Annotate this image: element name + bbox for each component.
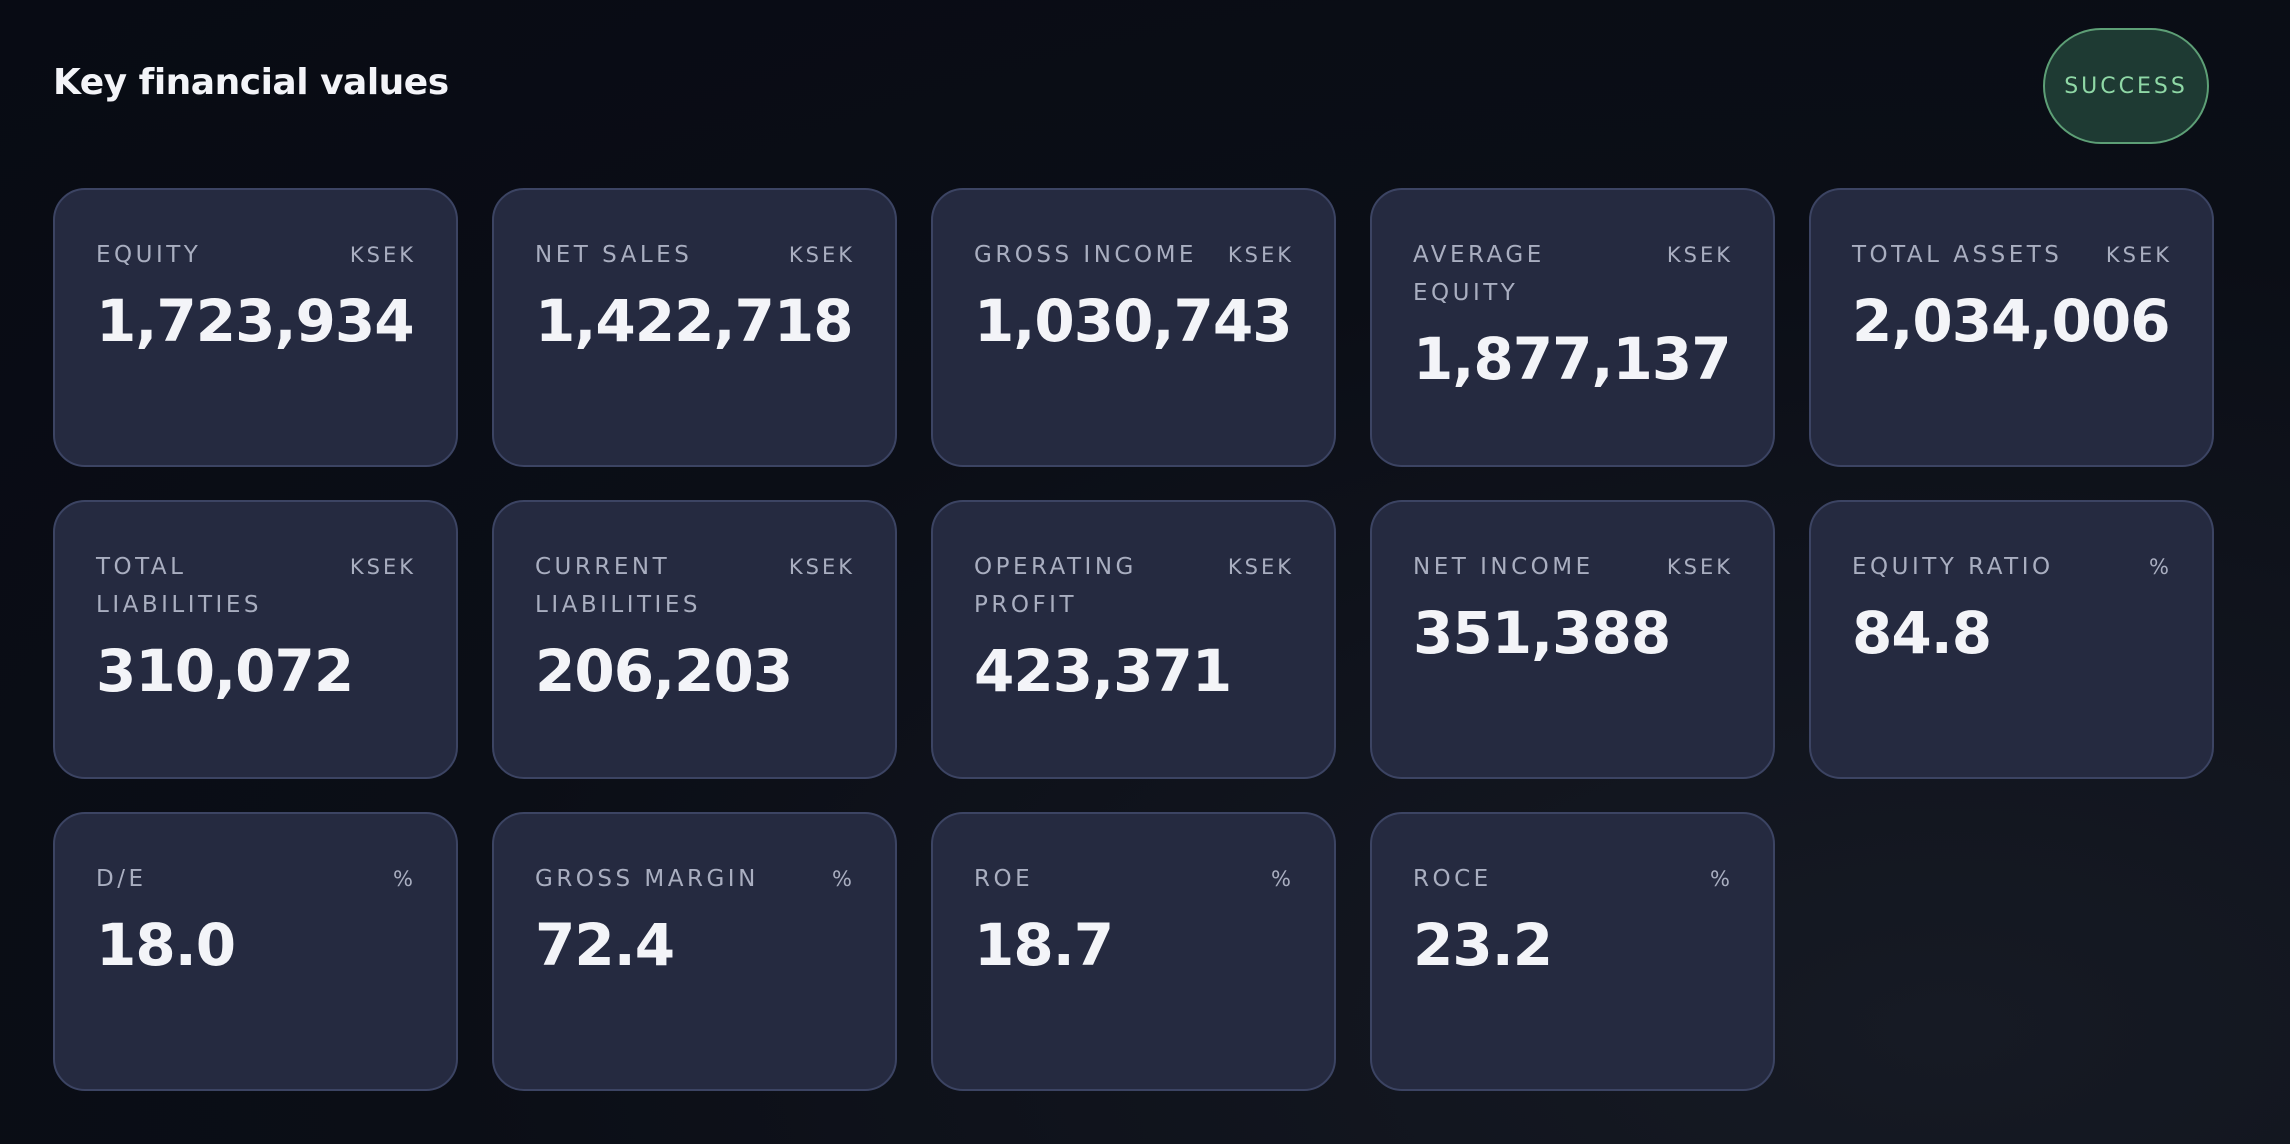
metric-label: NET INCOME	[1413, 554, 1594, 580]
metric-card: ROE% 18.7	[931, 812, 1336, 1091]
metric-unit: KSEK	[788, 555, 855, 579]
metric-card: EQUITY RATIO% 84.8	[1809, 500, 2214, 779]
metric-unit: KSEK	[349, 555, 416, 579]
metric-label: EQUITY	[96, 242, 202, 268]
card-header: TOTAL ASSETS KSEK	[1852, 236, 2172, 274]
metric-card: OPERATING PROFIT KSEK 423,371	[931, 500, 1336, 779]
metric-card: TOTAL LIABILITIES KSEK 310,072	[53, 500, 458, 779]
metric-value: 1,723,934	[96, 287, 415, 355]
metric-unit: %	[1271, 867, 1294, 891]
card-header: D/E%	[96, 860, 416, 898]
card-header: GROSS INCOME KSEK	[974, 236, 1294, 274]
metric-card: TOTAL ASSETS KSEK 2,034,006	[1809, 188, 2214, 467]
card-header: EQUITY KSEK	[96, 236, 416, 274]
metric-unit: %	[2149, 555, 2172, 579]
metric-label: ROE	[974, 866, 1034, 892]
metric-value: 310,072	[96, 637, 354, 705]
metric-label: NET SALES	[535, 242, 693, 268]
card-header: AVERAGE EQUITY KSEK	[1413, 236, 1733, 312]
card-header: NET SALES KSEK	[535, 236, 855, 274]
metric-unit: %	[393, 867, 416, 891]
metric-value: 1,877,137	[1413, 325, 1732, 393]
metric-label: EQUITY RATIO	[1852, 554, 2054, 580]
metric-card: D/E% 18.0	[53, 812, 458, 1091]
card-header: NET INCOME KSEK	[1413, 548, 1733, 586]
metric-unit: %	[832, 867, 855, 891]
metric-unit: KSEK	[349, 243, 416, 267]
metric-card: CURRENT LIABILITIES KSEK 206,203	[492, 500, 897, 779]
metric-label: CURRENT LIABILITIES	[535, 554, 701, 618]
metric-card: EQUITY KSEK 1,723,934	[53, 188, 458, 467]
metric-value: 18.7	[974, 911, 1114, 979]
metric-unit: KSEK	[1227, 243, 1294, 267]
card-header: GROSS MARGIN%	[535, 860, 855, 898]
metric-value: 18.0	[96, 911, 236, 979]
card-header: EQUITY RATIO%	[1852, 548, 2172, 586]
metric-label: AVERAGE EQUITY	[1413, 242, 1545, 306]
metric-value: 1,422,718	[535, 287, 854, 355]
metric-label: OPERATING PROFIT	[974, 554, 1137, 618]
metric-value: 1,030,743	[974, 287, 1293, 355]
metric-label: GROSS INCOME	[974, 242, 1197, 268]
metric-value: 351,388	[1413, 599, 1671, 667]
metric-card: ROCE% 23.2	[1370, 812, 1775, 1091]
page-title: Key financial values	[53, 62, 449, 103]
metric-value: 23.2	[1413, 911, 1553, 979]
metric-unit: KSEK	[788, 243, 855, 267]
metric-unit: KSEK	[2105, 243, 2172, 267]
metric-value: 84.8	[1852, 599, 1992, 667]
metric-label: TOTAL ASSETS	[1852, 242, 2063, 268]
metric-card: GROSS MARGIN% 72.4	[492, 812, 897, 1091]
metric-unit: KSEK	[1666, 555, 1733, 579]
metric-value: 206,203	[535, 637, 793, 705]
status-badge: SUCCESS	[2043, 28, 2209, 144]
card-header: TOTAL LIABILITIES KSEK	[96, 548, 416, 624]
metric-value: 423,371	[974, 637, 1232, 705]
metric-label: ROCE	[1413, 866, 1492, 892]
card-header: CURRENT LIABILITIES KSEK	[535, 548, 855, 624]
metric-unit: KSEK	[1666, 243, 1733, 267]
metric-label: D/E	[96, 866, 147, 892]
card-header: ROE%	[974, 860, 1294, 898]
metric-value: 72.4	[535, 911, 675, 979]
metric-value: 2,034,006	[1852, 287, 2171, 355]
metric-unit: KSEK	[1227, 555, 1294, 579]
card-header: OPERATING PROFIT KSEK	[974, 548, 1294, 624]
card-grid: EQUITY KSEK 1,723,934 NET SALES KSEK 1,422,71…	[53, 188, 2214, 1091]
metric-card: GROSS INCOME KSEK 1,030,743	[931, 188, 1336, 467]
metric-card: AVERAGE EQUITY KSEK 1,877,137	[1370, 188, 1775, 467]
metric-label: TOTAL LIABILITIES	[96, 554, 262, 618]
metric-unit: %	[1710, 867, 1733, 891]
metric-label: GROSS MARGIN	[535, 866, 759, 892]
metric-card: NET SALES KSEK 1,422,718	[492, 188, 897, 467]
card-header: ROCE%	[1413, 860, 1733, 898]
metric-card: NET INCOME KSEK 351,388	[1370, 500, 1775, 779]
